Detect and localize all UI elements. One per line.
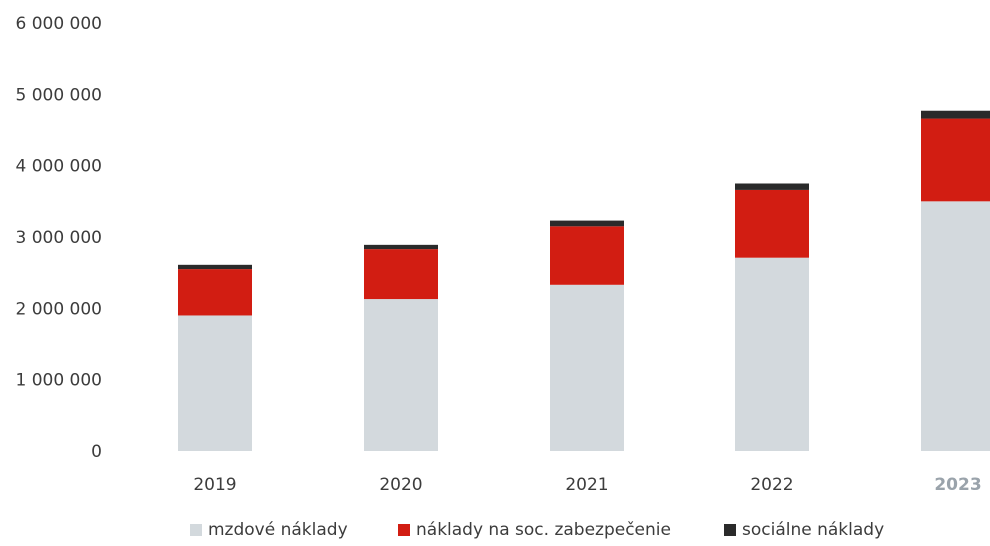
legend-label-socialne-naklady: sociálne náklady [742,520,885,540]
y-tick-label: 0 [91,442,102,462]
y-tick-label: 3 000 000 [15,228,102,248]
bar-2019-mzdove-naklady [178,315,252,451]
bar-2021-mzdove-naklady [550,284,624,451]
legend-label-naklady-na-soc-zabezpecenie: náklady na soc. zabezpečenie [416,520,671,540]
bar-2019-naklady-na-soc-zabezpecenie [178,269,252,316]
legend-swatch-mzdove-naklady [190,524,202,536]
legend-item-socialne-naklady: sociálne náklady [724,520,884,540]
bar-2021-socialne-naklady [550,220,624,227]
bar-2023-socialne-naklady [921,110,990,119]
legend-item-naklady-na-soc-zabezpecenie: náklady na soc. zabezpečenie [398,520,671,540]
y-tick-label: 6 000 000 [15,14,102,34]
legend-swatch-naklady-na-soc-zabezpecenie [398,524,410,536]
y-tick-label: 2 000 000 [15,299,102,319]
y-tick-label: 1 000 000 [15,371,102,391]
x-tick-label-2022: 2022 [750,475,793,495]
bar-2019-socialne-naklady [178,264,252,270]
legend-item-mzdove-naklady: mzdové náklady [190,520,348,540]
x-tick-label-2019: 2019 [193,475,236,495]
bar-2022-socialne-naklady [735,183,809,190]
bar-2022-naklady-na-soc-zabezpecenie [735,189,809,258]
y-tick-label: 4 000 000 [15,157,102,177]
legend-swatch-socialne-naklady [724,524,736,536]
bar-2020-mzdove-naklady [364,299,438,451]
legend: mzdové náklady náklady na soc. zabezpeče… [0,520,990,544]
x-tick-label-2023: 2023 [934,475,981,495]
y-tick-label: 5 000 000 [15,85,102,105]
stacked-bar-chart: 0 1 000 000 2 000 000 3 000 000 4 000 000 5 0… [15,14,990,495]
legend-label-mzdove-naklady: mzdové náklady [208,520,348,540]
x-tick-label-2020: 2020 [379,475,422,495]
bar-2020-socialne-naklady [364,244,438,250]
x-tick-label-2021: 2021 [565,475,608,495]
bar-2023-naklady-na-soc-zabezpecenie [921,118,990,202]
bar-2022-mzdove-naklady [735,257,809,451]
bar-2021-naklady-na-soc-zabezpecenie [550,226,624,285]
bar-2023-mzdove-naklady [921,201,990,451]
bar-2020-naklady-na-soc-zabezpecenie [364,249,438,300]
